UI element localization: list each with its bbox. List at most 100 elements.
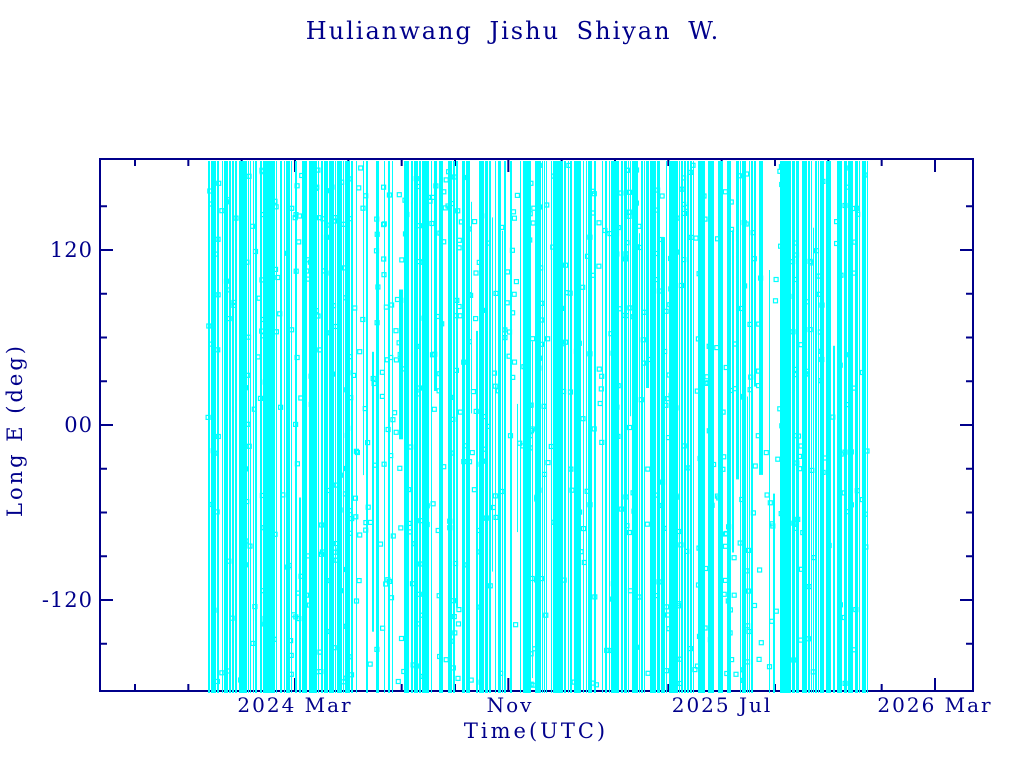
data-marker xyxy=(394,296,401,303)
data-marker xyxy=(327,628,333,635)
data-marker xyxy=(656,288,663,294)
data-marker xyxy=(307,259,313,265)
data-marker xyxy=(360,316,366,323)
data-marker xyxy=(653,207,659,213)
data-marker xyxy=(666,372,672,378)
data-marker xyxy=(390,533,396,539)
data-marker xyxy=(343,566,350,573)
trace-line xyxy=(780,161,791,693)
data-marker xyxy=(317,347,323,353)
data-marker xyxy=(543,612,549,618)
data-marker xyxy=(455,208,461,214)
data-marker xyxy=(337,588,343,594)
data-marker xyxy=(260,333,266,339)
data-marker xyxy=(743,171,750,177)
data-marker xyxy=(458,219,464,225)
data-marker xyxy=(415,391,421,397)
data-marker xyxy=(292,215,298,221)
data-marker xyxy=(257,395,264,401)
data-marker xyxy=(544,202,550,208)
data-marker xyxy=(722,189,729,195)
data-marker xyxy=(663,604,670,610)
trace-line xyxy=(681,161,683,693)
data-marker xyxy=(645,466,651,472)
data-marker xyxy=(216,180,222,186)
data-marker xyxy=(453,313,459,319)
data-marker xyxy=(740,393,746,400)
trace-line xyxy=(510,161,512,693)
data-marker xyxy=(716,495,722,501)
data-marker xyxy=(803,299,810,305)
data-marker xyxy=(534,494,540,500)
data-marker xyxy=(681,257,687,263)
data-marker xyxy=(626,209,632,215)
data-marker xyxy=(773,608,779,614)
data-marker xyxy=(527,433,534,439)
data-marker xyxy=(457,409,463,415)
data-marker xyxy=(347,216,353,222)
trace-line xyxy=(641,161,643,693)
data-marker xyxy=(750,230,756,236)
data-marker xyxy=(418,518,424,524)
data-marker xyxy=(688,169,694,175)
trace-line xyxy=(392,161,393,693)
data-marker xyxy=(562,339,569,345)
data-marker xyxy=(525,275,531,281)
data-marker xyxy=(213,251,219,257)
data-marker xyxy=(578,549,584,555)
data-marker xyxy=(429,220,435,227)
data-marker xyxy=(528,180,534,186)
data-marker xyxy=(684,548,690,555)
data-marker xyxy=(678,542,684,548)
data-marker xyxy=(224,199,230,205)
data-marker xyxy=(757,275,764,281)
data-marker xyxy=(728,656,735,663)
data-marker xyxy=(573,348,580,354)
data-marker xyxy=(330,303,337,309)
data-marker xyxy=(773,276,779,283)
trace-line xyxy=(609,161,610,693)
trace-line xyxy=(532,341,533,679)
data-marker xyxy=(777,168,783,174)
y-tick-label-00: 00 xyxy=(64,413,93,437)
trace-line xyxy=(708,161,714,693)
data-marker xyxy=(398,525,404,531)
data-marker xyxy=(703,565,709,572)
data-marker xyxy=(343,675,349,681)
data-marker xyxy=(541,471,548,477)
data-marker xyxy=(493,290,499,296)
trace-line xyxy=(276,161,277,693)
data-marker xyxy=(456,237,462,243)
data-marker xyxy=(607,231,613,237)
trace-line xyxy=(208,161,210,693)
trace-line xyxy=(411,161,413,693)
data-marker xyxy=(383,304,389,310)
data-marker xyxy=(333,323,339,330)
data-marker xyxy=(798,342,804,348)
data-marker xyxy=(379,369,385,375)
trace-line xyxy=(602,161,603,693)
data-marker xyxy=(309,172,315,178)
data-marker xyxy=(432,351,438,357)
data-marker xyxy=(599,439,605,445)
data-marker xyxy=(284,250,290,256)
data-marker xyxy=(388,354,394,361)
data-marker xyxy=(695,336,702,342)
data-marker xyxy=(681,443,687,449)
data-marker xyxy=(215,347,221,353)
data-marker xyxy=(396,340,402,346)
data-marker xyxy=(278,404,284,410)
data-marker xyxy=(638,397,644,403)
data-marker xyxy=(313,308,319,314)
data-marker xyxy=(264,376,270,382)
data-marker xyxy=(819,356,825,363)
data-marker xyxy=(298,395,304,401)
data-marker xyxy=(816,291,822,297)
data-marker xyxy=(407,529,413,535)
data-marker xyxy=(569,487,575,493)
data-marker xyxy=(272,266,279,272)
trace-line xyxy=(419,161,421,693)
data-marker xyxy=(783,610,789,616)
data-marker xyxy=(627,588,634,594)
